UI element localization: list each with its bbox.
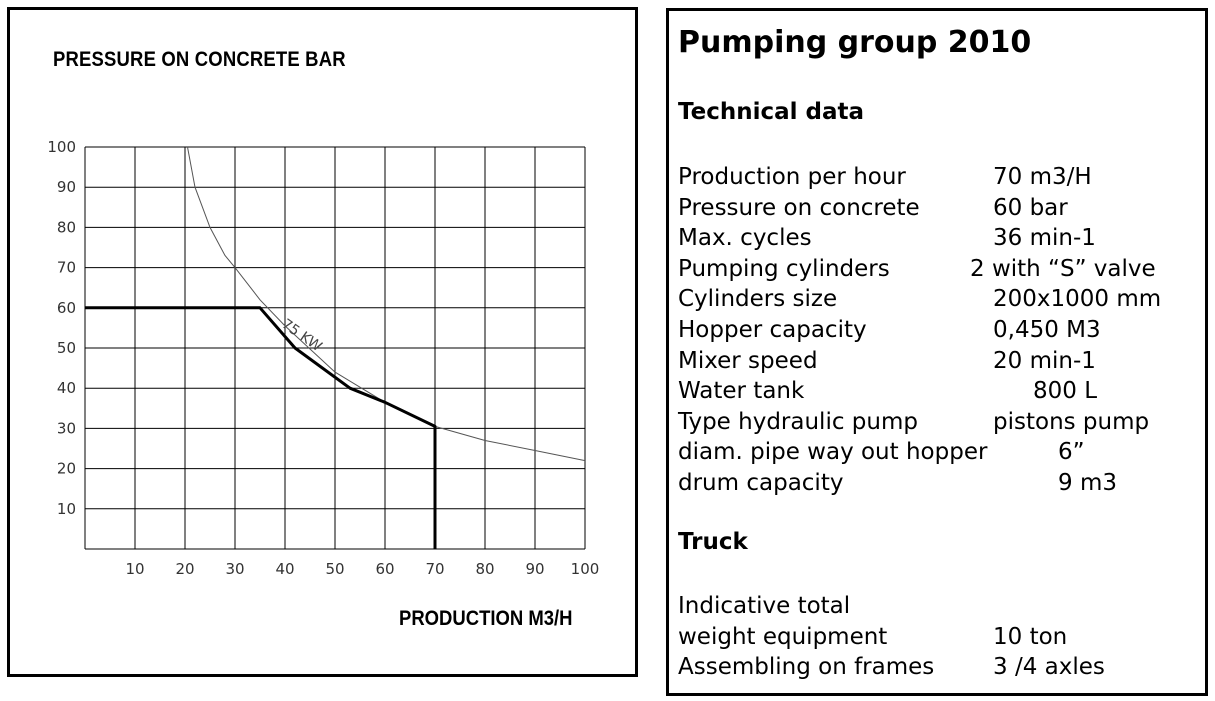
y-tick-label: 100 bbox=[47, 138, 76, 156]
x-tick-label: 90 bbox=[525, 560, 544, 578]
y-tick-label: 40 bbox=[57, 379, 76, 397]
tech-data-value: 60 bar bbox=[993, 194, 1068, 221]
tech-data-value: 800 L bbox=[1033, 378, 1098, 405]
y-tick-label: 30 bbox=[57, 419, 76, 437]
tech-data-label: Pressure on concrete bbox=[678, 194, 920, 221]
x-tick-label: 50 bbox=[325, 560, 344, 578]
truck-data-label: weight equipment bbox=[678, 623, 888, 650]
chart-panel: PRESSURE ON CONCRETE BAR 10 20 30 40 50 60 70 8… bbox=[7, 7, 638, 677]
tech-data-value: 2 with “S” valve bbox=[970, 255, 1156, 282]
y-tick-label: 80 bbox=[57, 218, 76, 236]
tech-data-label: Max. cycles bbox=[678, 225, 812, 252]
tech-data-value: 20 min-1 bbox=[993, 347, 1096, 374]
y-tick-label: 20 bbox=[57, 460, 76, 478]
y-tick-label: 90 bbox=[57, 178, 76, 196]
y-tick-label: 70 bbox=[57, 259, 76, 277]
tech-data-value: 0,450 M3 bbox=[993, 317, 1101, 343]
truck-heading: Truck bbox=[678, 529, 748, 555]
technical-data-heading: Technical data bbox=[678, 99, 865, 125]
tech-data-label: Hopper capacity bbox=[678, 317, 867, 343]
chart-title: PRESSURE ON CONCRETE BAR bbox=[53, 48, 346, 71]
x-tick-label: 100 bbox=[571, 560, 600, 578]
tech-data-value: 6” bbox=[1058, 439, 1085, 466]
x-tick-label: 20 bbox=[175, 560, 194, 578]
x-tick-label: 10 bbox=[125, 560, 144, 578]
tech-data-value: 9 m3 bbox=[1058, 470, 1117, 496]
tech-data-label: Water tank bbox=[678, 378, 805, 405]
tech-data-label: Production per hour bbox=[678, 164, 906, 190]
truck-data-value: 3 /4 axles bbox=[993, 654, 1105, 681]
tech-data-value: 70 m3/H bbox=[993, 164, 1092, 190]
y-tick-label: 10 bbox=[57, 500, 76, 518]
operating-envelope-line bbox=[85, 306, 437, 549]
pressure-production-chart: 10 20 30 40 50 60 70 80 90 100 100 90 80 70 60 50 40 30 20… bbox=[47, 138, 600, 578]
tech-data-label: Type hydraulic pump bbox=[678, 408, 918, 435]
tech-data-label: drum capacity bbox=[678, 470, 844, 496]
tech-data-label: Cylinders size bbox=[678, 286, 838, 313]
x-tick-label: 40 bbox=[275, 560, 294, 578]
tech-data-label: Mixer speed bbox=[678, 347, 818, 374]
tech-data-value: pistons pump bbox=[993, 408, 1150, 435]
truck-data-value: 10 ton bbox=[993, 623, 1068, 650]
truck-data-label: Assembling on frames bbox=[678, 654, 935, 681]
tech-data-label: diam. pipe way out hopper bbox=[678, 439, 988, 466]
y-tick-label: 50 bbox=[57, 339, 76, 357]
tech-data-value: 36 min-1 bbox=[993, 225, 1096, 252]
x-tick-label: 80 bbox=[475, 560, 494, 578]
x-tick-label: 30 bbox=[225, 560, 244, 578]
spec-title: Pumping group 2010 bbox=[678, 25, 1032, 60]
y-tick-label: 60 bbox=[57, 299, 76, 317]
tech-data-value: 200x1000 mm bbox=[993, 286, 1162, 313]
x-tick-label: 70 bbox=[425, 560, 444, 578]
truck-data-label: Indicative total bbox=[678, 593, 851, 619]
spec-panel: Pumping group 2010 Technical data Produc… bbox=[666, 8, 1208, 696]
x-axis-title: PRODUCTION M3/H bbox=[399, 607, 573, 630]
tech-data-label: Pumping cylinders bbox=[678, 255, 890, 282]
power-curve-75kw bbox=[187, 146, 586, 462]
x-tick-label: 60 bbox=[375, 560, 394, 578]
